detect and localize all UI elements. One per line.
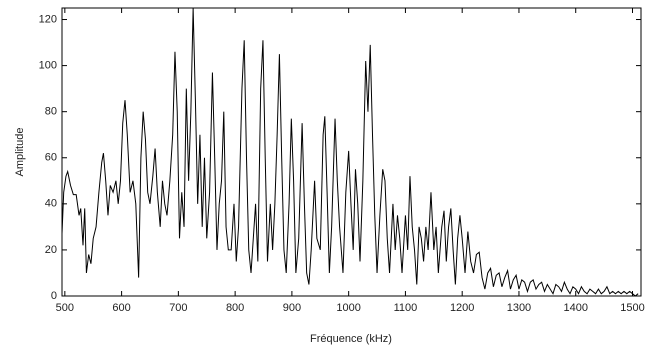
y-tick-label: 20 [45,244,57,256]
x-tick-label: 700 [169,302,187,314]
plot-frame [61,7,642,297]
y-tick-label: 60 [45,152,57,164]
spectrum-line [61,7,639,297]
y-tick-label: 100 [39,60,57,72]
x-tick-label: 600 [112,302,130,314]
y-axis-label: Amplitude [14,128,26,177]
y-tick-label: 80 [45,106,57,118]
y-tick-label: 40 [45,198,57,210]
y-tick-label: 0 [51,290,57,302]
x-tick-label: 900 [283,302,301,314]
x-tick-label: 500 [56,302,74,314]
y-tick-label: 120 [39,13,57,25]
x-tick-label: 1300 [507,302,531,314]
x-tick-label: 1400 [563,302,587,314]
x-tick-label: 1500 [620,302,644,314]
x-tick-label: 1000 [336,302,360,314]
x-tick-label: 1100 [394,302,418,314]
x-axis-label: Fréquence (kHz) [310,333,392,345]
x-tick-label: 1200 [450,302,474,314]
x-tick-label: 800 [226,302,244,314]
